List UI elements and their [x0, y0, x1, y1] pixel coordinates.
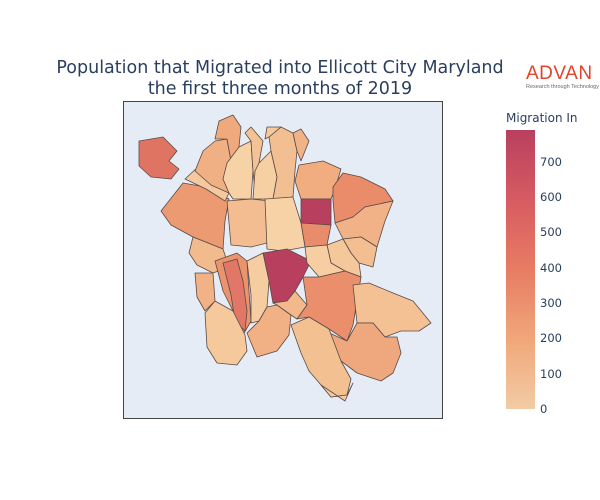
title-line-2: the first three months of 2019	[147, 79, 413, 99]
logo-brand: ADVAN	[526, 63, 593, 84]
region	[296, 270, 362, 342]
colorbar	[506, 130, 535, 409]
region	[300, 198, 332, 226]
colorbar-title: Migration In	[506, 111, 578, 125]
region	[194, 272, 216, 312]
region	[300, 222, 332, 248]
colorbar-tick-label: 600	[540, 190, 562, 205]
colorbar-tick-label: 0	[540, 402, 548, 416]
region	[264, 126, 282, 140]
map-title: Population that Migrated into Ellicott C…	[0, 58, 560, 100]
region	[222, 258, 248, 332]
region	[292, 128, 310, 162]
region	[160, 182, 230, 250]
title-line-1: Population that Migrated into Ellicott C…	[56, 58, 504, 78]
logo-tagline: Research through Technology	[526, 84, 599, 90]
region	[262, 248, 312, 304]
region	[320, 382, 354, 402]
colorbar-tick-label: 100	[540, 366, 562, 381]
region	[204, 300, 248, 366]
colorbar-tick-label: 400	[540, 260, 562, 275]
colorbar-tick-label: 700	[540, 154, 562, 169]
region	[324, 322, 402, 382]
region	[138, 136, 180, 180]
colorbar-tick-label: 500	[540, 225, 562, 240]
colorbar-tick-label: 300	[540, 296, 562, 311]
choropleth-map[interactable]	[124, 102, 442, 418]
colorbar-tick-label: 200	[540, 331, 562, 346]
region	[264, 196, 306, 252]
advan-logo: ADVAN Research through Technology	[526, 63, 599, 91]
region	[214, 114, 242, 162]
map-frame[interactable]	[123, 101, 443, 419]
